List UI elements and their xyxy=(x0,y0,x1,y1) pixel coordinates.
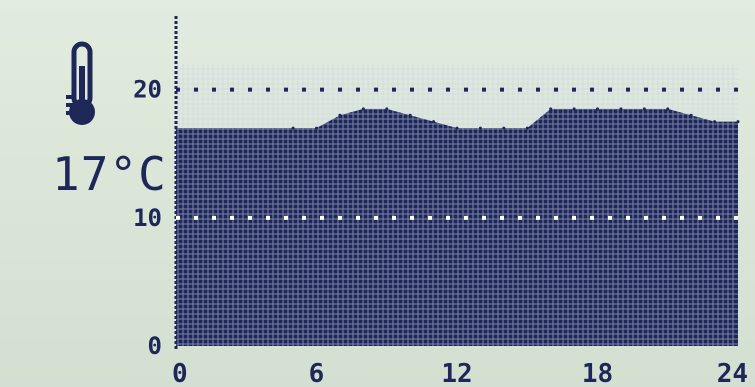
data-point xyxy=(432,120,436,124)
data-point xyxy=(666,107,670,111)
x-tick-label: 12 xyxy=(441,359,472,387)
data-point xyxy=(338,113,342,117)
data-point xyxy=(619,107,623,111)
x-tick-label: 6 xyxy=(309,359,325,387)
data-point xyxy=(455,126,459,130)
data-point xyxy=(502,126,506,130)
data-point xyxy=(596,107,599,111)
thermometer-icon xyxy=(66,41,95,125)
data-point xyxy=(525,126,529,130)
y-tick-label: 0 xyxy=(148,332,162,360)
data-point xyxy=(385,107,389,111)
data-point xyxy=(736,120,740,124)
plot-area: 0 10 20 0 6 12 18 24 xyxy=(133,16,748,387)
current-temperature: 17°C xyxy=(52,147,167,201)
data-point xyxy=(713,120,717,124)
x-tick-label: 24 xyxy=(717,359,748,387)
y-tick-label: 10 xyxy=(133,204,162,232)
data-point xyxy=(408,113,412,117)
data-point xyxy=(291,126,295,130)
data-point xyxy=(689,113,693,117)
data-point xyxy=(361,107,365,111)
data-point xyxy=(478,126,482,130)
pixel-grid xyxy=(176,64,738,346)
data-point xyxy=(572,107,576,111)
x-tick-label: 0 xyxy=(172,359,188,387)
data-point xyxy=(549,107,553,111)
data-point xyxy=(642,107,646,111)
y-tick-label: 20 xyxy=(133,76,162,104)
x-tick-label: 18 xyxy=(582,359,613,387)
data-point xyxy=(315,126,318,130)
